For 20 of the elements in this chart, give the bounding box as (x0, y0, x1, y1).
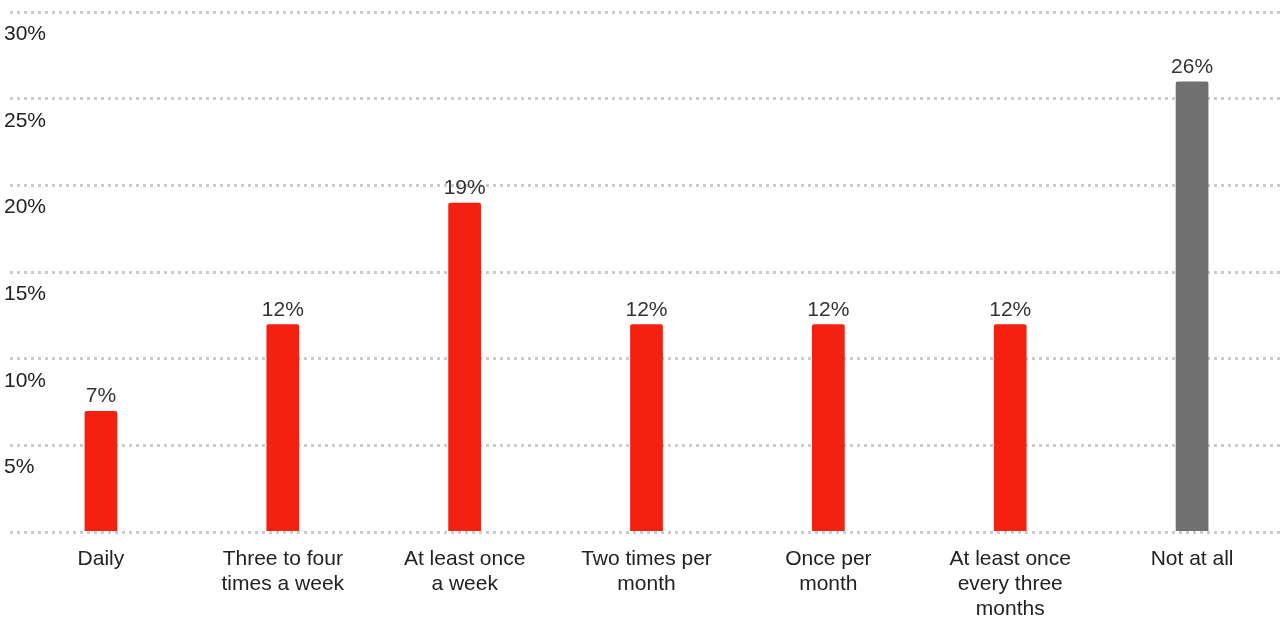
y-tick-label: 25% (4, 107, 47, 131)
x-tick-label: Not at all (1150, 545, 1234, 569)
x-tick-label: Once per month (785, 545, 872, 594)
x-tick-label: Three to four times a week (221, 545, 345, 594)
y-tick-label: 20% (4, 194, 47, 218)
y-tick-label: 15% (4, 281, 47, 304)
x-tick-label: At least once a week (403, 545, 526, 594)
y-tick-label: 10% (4, 367, 47, 391)
data-label: 19% (443, 175, 486, 199)
x-tick-label: At least once every three months (949, 545, 1071, 620)
data-label: 26% (1171, 53, 1214, 77)
x-tick-label: Two times per month (581, 545, 712, 594)
data-label: 12% (989, 296, 1032, 320)
data-label: 12% (261, 296, 304, 320)
y-tick-label: 5% (4, 454, 35, 478)
data-label: 12% (625, 296, 668, 320)
x-tick-label: Daily (77, 545, 125, 569)
data-label: 7% (85, 383, 117, 407)
y-tick-label: 30% (4, 20, 47, 44)
data-label: 12% (807, 296, 850, 320)
